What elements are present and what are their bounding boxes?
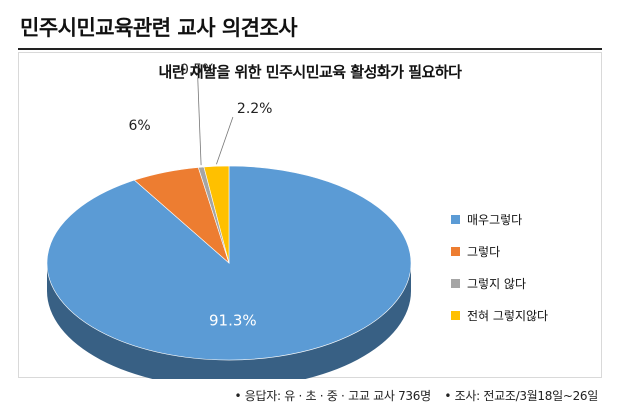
pie-slice-3 — [203, 165, 230, 264]
data-label-1: 6% — [128, 118, 150, 134]
legend-label: 전혀 그렇지않다 — [467, 308, 549, 323]
legend-item: 그렇다 — [451, 240, 548, 262]
data-label-0: 91.3% — [209, 312, 257, 330]
legend-label: 그렇지 않다 — [467, 276, 527, 291]
legend-item: 매우그렇다 — [451, 208, 548, 230]
legend-swatch — [451, 214, 460, 224]
data-label-3: 2.2% — [237, 101, 273, 117]
pie-label-group: 91.3% 6% 0.5% 2.2% — [128, 62, 272, 330]
leader-line-2 — [197, 77, 202, 166]
pie-side-group — [47, 263, 411, 379]
leader-line-3 — [216, 116, 234, 165]
data-label-2: 0.5% — [180, 62, 216, 78]
source-footer: • 응답자: 유 · 초 · 중 · 고교 교사 736명 • 조사: 전교조/… — [234, 387, 598, 404]
legend-label: 그렇다 — [467, 244, 501, 259]
survey-note: • 조사: 전교조/3월18일~26일 — [444, 389, 598, 403]
pie-top-group — [46, 165, 412, 361]
legend-item: 전혀 그렇지않다 — [451, 304, 548, 326]
legend-swatch — [451, 246, 460, 256]
legend-label: 매우그렇다 — [467, 212, 523, 227]
pie-side-0 — [47, 263, 411, 379]
legend-item: 그렇지 않다 — [451, 272, 548, 294]
page-title: 민주시민교육관련 교사 의견조사 — [20, 16, 298, 40]
chart-panel: 내란 재발을 위한 민주시민교육 활성화가 필요하다 91.3% 6% 0.5% 2.… — [18, 52, 602, 379]
legend-swatch — [451, 310, 460, 320]
respondents-note: • 응답자: 유 · 초 · 중 · 고교 교사 736명 — [234, 389, 431, 403]
chart-title: 내란 재발을 위한 민주시민교육 활성화가 필요하다 — [158, 63, 462, 81]
title-divider — [18, 48, 602, 50]
pie-chart: 91.3% 6% 0.5% 2.2% — [46, 62, 412, 379]
legend-swatch — [451, 278, 460, 288]
